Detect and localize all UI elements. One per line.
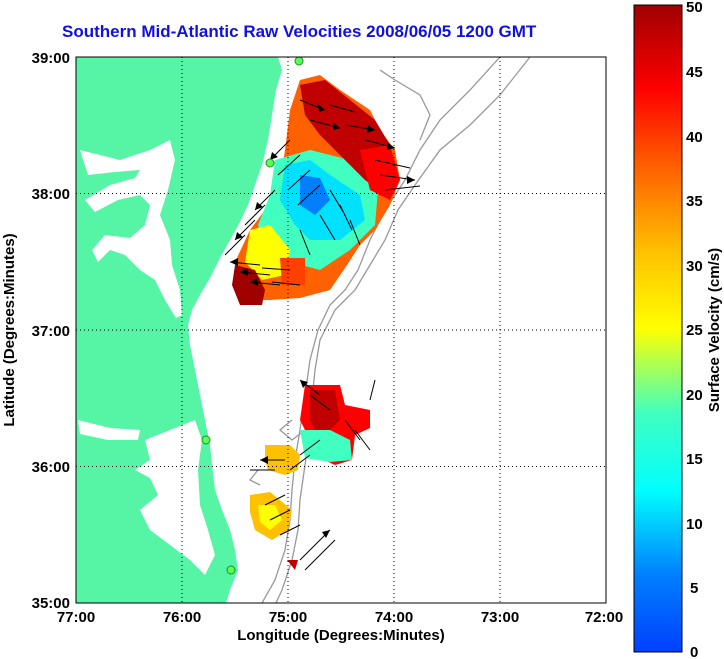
map-title: Southern Mid-Atlantic Raw Velocities 200…	[62, 22, 537, 41]
colorbar-tick-label: 45	[686, 64, 703, 81]
radar-station-marker	[265, 158, 275, 168]
colorbar-tick-label: 10	[686, 516, 703, 533]
x-tick-label: 77:00	[57, 609, 95, 626]
y-tick-label: 39:00	[32, 50, 70, 67]
colorbar-tick-label: 25	[686, 322, 703, 339]
y-tick-label: 38:00	[32, 186, 70, 203]
grid-lines	[76, 57, 606, 603]
y-tick-label: 36:00	[32, 459, 70, 476]
colorbar-tick-label: 50	[686, 0, 703, 16]
radar-station-marker	[226, 565, 236, 575]
colorbar-tick-label: 0	[690, 644, 698, 659]
radar-stations	[201, 57, 304, 575]
x-tick-label: 72:00	[585, 609, 623, 626]
river-water	[78, 420, 140, 440]
y-tick-label: 37:00	[32, 323, 70, 340]
colorbar-tick-label: 30	[686, 258, 703, 275]
x-tick-label: 74:00	[375, 609, 413, 626]
velocity-field-south	[250, 492, 298, 570]
colorbar-tick-label: 35	[686, 193, 703, 210]
x-tick-label: 75:00	[269, 609, 307, 626]
sound-water	[135, 420, 215, 575]
colorbar-tick-label: 15	[686, 451, 703, 468]
colorbar-tick-label: 5	[690, 580, 698, 597]
y-tick-label: 35:00	[32, 595, 70, 612]
radar-station-marker	[201, 435, 211, 445]
colorbar-tick-label: 20	[686, 387, 703, 404]
x-tick-label: 76:00	[163, 609, 201, 626]
colorbar-label: Surface Velocity (cm/s)	[706, 248, 723, 412]
radar-station-marker	[294, 57, 304, 66]
bay-water	[80, 140, 182, 318]
x-axis: 77:00 76:00 75:00 74:00 73:00 72:00 Long…	[57, 609, 623, 644]
colorbar-gradient	[633, 4, 683, 653]
colorbar-tick-label: 40	[686, 129, 703, 146]
x-tick-label: 73:00	[481, 609, 519, 626]
plot-frame	[75, 56, 607, 604]
colorbar: 50 45 40 35 30 25 20 15 10 5 0 Surface V…	[633, 0, 723, 659]
velocity-vectors	[224, 99, 421, 571]
velocity-field-middle	[265, 385, 370, 475]
y-axis: 39:00 38:00 37:00 36:00 35:00 Latitude (…	[1, 50, 70, 612]
y-axis-label: Latitude (Degrees:Minutes)	[1, 233, 18, 426]
vector-arrowheads	[230, 104, 415, 538]
x-axis-label: Longitude (Degrees:Minutes)	[237, 627, 445, 644]
